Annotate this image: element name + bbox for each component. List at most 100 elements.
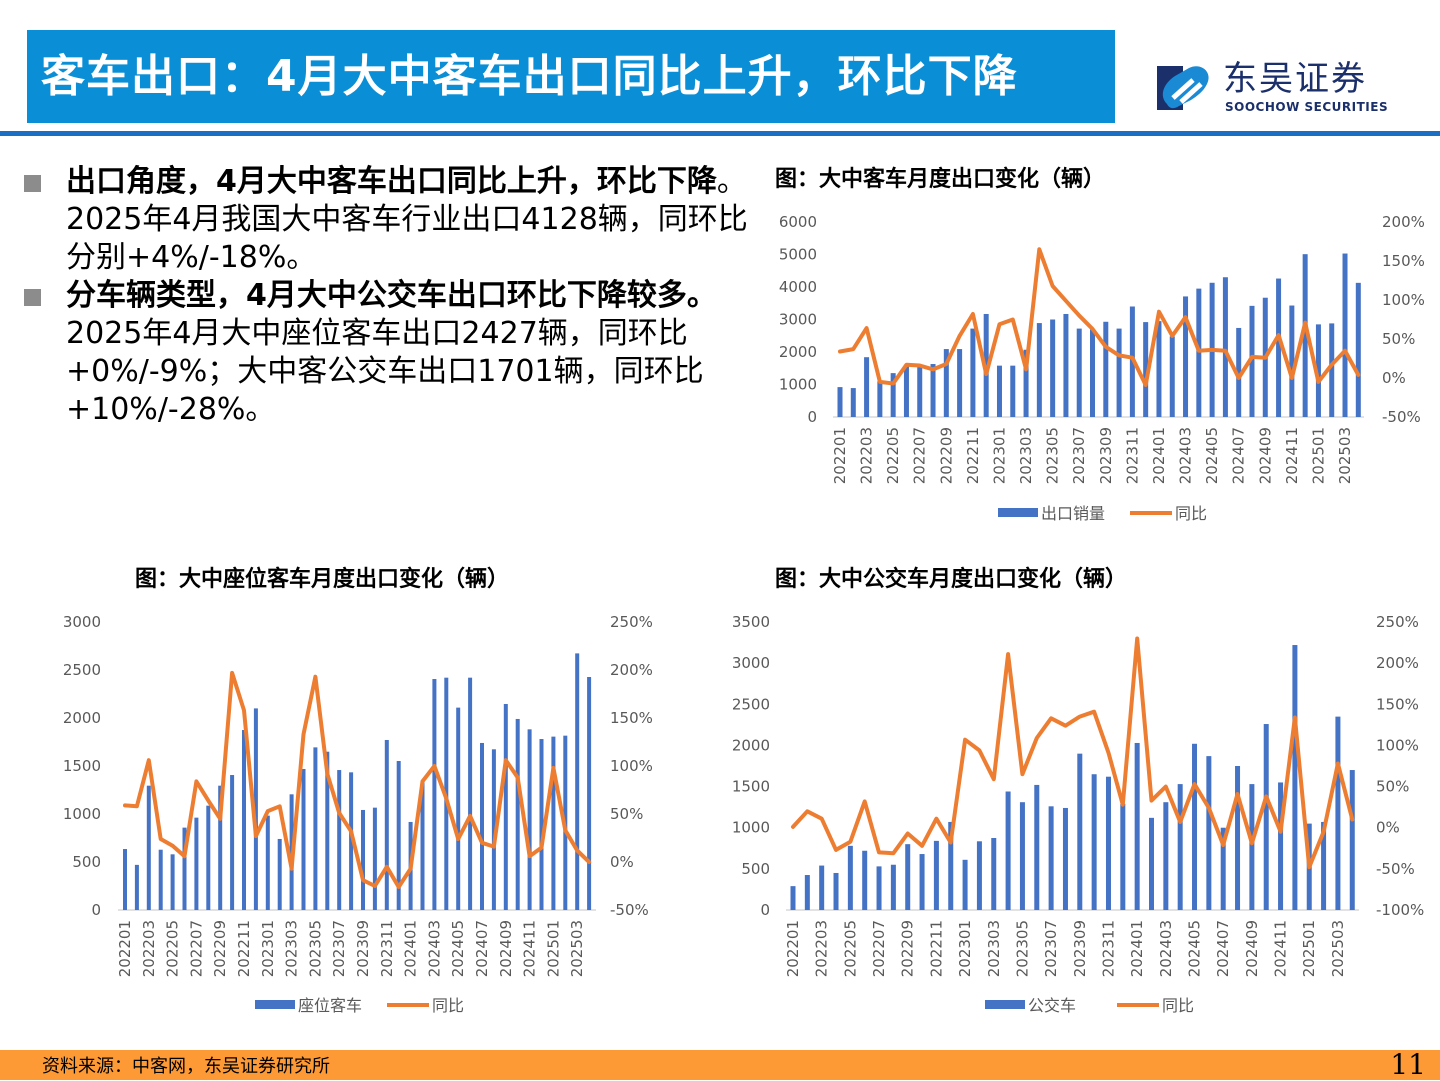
bar-202406 <box>1223 277 1228 417</box>
x-tick-label: 202203 <box>813 920 831 977</box>
x-tick-label: 202303 <box>283 920 301 977</box>
y-left-tick-label: 0 <box>91 901 101 919</box>
bar-202202 <box>805 875 810 910</box>
x-tick-label: 202207 <box>911 427 929 484</box>
x-tick-label: 202301 <box>956 920 974 977</box>
x-tick-label: 202209 <box>899 920 917 977</box>
y-right-tick-label: 0% <box>610 853 634 871</box>
bar-202207 <box>877 866 882 910</box>
y-right-tick-label: -50% <box>1376 860 1415 878</box>
x-tick-label: 202405 <box>1186 920 1204 977</box>
x-tick-label: 202305 <box>306 920 324 977</box>
y-right-tick-label: 150% <box>1376 695 1419 713</box>
bar-202205 <box>171 854 175 910</box>
y-right-tick-label: 200% <box>610 661 653 679</box>
x-tick-label: 202201 <box>831 427 849 484</box>
y-left-tick-label: 0 <box>807 408 817 426</box>
bar-202306 <box>1034 785 1039 910</box>
bar-202205 <box>848 846 853 910</box>
legend-line-label: 同比 <box>1162 996 1194 1015</box>
bar-202401 <box>1135 743 1140 910</box>
bar-202411 <box>528 729 532 910</box>
y-left-tick-label: 2000 <box>732 736 770 754</box>
bar-202203 <box>819 866 824 910</box>
bar-202312 <box>1120 804 1125 910</box>
bar-202210 <box>957 349 962 417</box>
bar-202203 <box>147 786 151 910</box>
bar-202401 <box>1156 321 1161 417</box>
bar-202405 <box>1192 744 1197 910</box>
bar-202503 <box>1335 717 1340 910</box>
x-tick-label: 202501 <box>544 920 562 977</box>
bar-202307 <box>1049 806 1054 910</box>
bar-202311 <box>1106 777 1111 910</box>
x-tick-label: 202205 <box>164 920 182 977</box>
bar-202308 <box>1063 808 1068 910</box>
bar-202404 <box>1178 784 1183 910</box>
x-tick-label: 202205 <box>841 920 859 977</box>
bar-202410 <box>516 719 520 910</box>
legend-bar-swatch <box>255 1000 295 1009</box>
x-tick-label: 202401 <box>1128 920 1146 977</box>
bar-202203 <box>864 357 869 417</box>
y-left-tick-label: 0 <box>760 901 770 919</box>
bar-202406 <box>1206 756 1211 910</box>
bar-202402 <box>1170 336 1175 417</box>
bar-202309 <box>1103 322 1108 417</box>
y-left-tick-label: 1500 <box>63 757 101 775</box>
bar-202204 <box>159 850 163 910</box>
bar-202306 <box>1063 314 1068 417</box>
y-right-tick-label: 100% <box>610 757 653 775</box>
x-tick-label: 202211 <box>927 920 945 977</box>
bar-202209 <box>905 844 910 910</box>
y-right-tick-label: 0% <box>1376 819 1400 837</box>
bar-202202 <box>135 865 139 910</box>
y-right-tick-label: -100% <box>1376 901 1424 919</box>
bar-202210 <box>920 854 925 910</box>
bar-202408 <box>1235 766 1240 910</box>
charts-canvas: 0100020003000400050006000-50%0%50%100%15… <box>0 0 1440 1050</box>
x-tick-label: 202411 <box>1283 427 1301 484</box>
x-tick-label: 202403 <box>425 920 443 977</box>
bar-202405 <box>456 708 460 910</box>
y-right-tick-label: 200% <box>1382 213 1425 231</box>
y-right-tick-label: 100% <box>1382 291 1425 309</box>
bar-202211 <box>934 841 939 910</box>
x-tick-label: 202411 <box>1272 920 1290 977</box>
x-tick-label: 202203 <box>858 427 876 484</box>
x-tick-label: 202211 <box>235 920 253 977</box>
x-tick-label: 202301 <box>990 427 1008 484</box>
x-tick-label: 202403 <box>1177 427 1195 484</box>
y-left-tick-label: 1000 <box>732 819 770 837</box>
x-tick-label: 202311 <box>1099 920 1117 977</box>
bar-202303 <box>991 838 996 910</box>
bar-202403 <box>1163 802 1168 910</box>
x-tick-label: 202305 <box>1044 427 1062 484</box>
y-left-tick-label: 3000 <box>63 613 101 631</box>
x-tick-label: 202203 <box>140 920 158 977</box>
bar-202503 <box>575 653 579 910</box>
bar-202411 <box>1278 782 1283 910</box>
legend-bar-swatch <box>998 508 1038 517</box>
x-tick-label: 202309 <box>1071 920 1089 977</box>
bar-202410 <box>1264 724 1269 910</box>
bar-202310 <box>373 808 377 910</box>
x-tick-label: 202309 <box>1097 427 1115 484</box>
x-tick-label: 202307 <box>1070 427 1088 484</box>
y-left-tick-label: 1000 <box>63 805 101 823</box>
bar-202211 <box>242 730 246 910</box>
y-left-tick-label: 2500 <box>732 695 770 713</box>
y-left-tick-label: 500 <box>741 860 770 878</box>
bar-202305 <box>1050 320 1055 418</box>
x-tick-label: 202311 <box>378 920 396 977</box>
bar-202206 <box>862 851 867 910</box>
x-tick-label: 202201 <box>116 920 134 977</box>
bar-202309 <box>361 810 365 910</box>
x-tick-label: 202301 <box>259 920 277 977</box>
x-tick-label: 202407 <box>1230 427 1248 484</box>
bar-202301 <box>963 860 968 910</box>
bar-202204 <box>877 381 882 417</box>
x-tick-label: 202503 <box>568 920 586 977</box>
x-tick-label: 202311 <box>1123 427 1141 484</box>
bar-202208 <box>931 364 936 417</box>
